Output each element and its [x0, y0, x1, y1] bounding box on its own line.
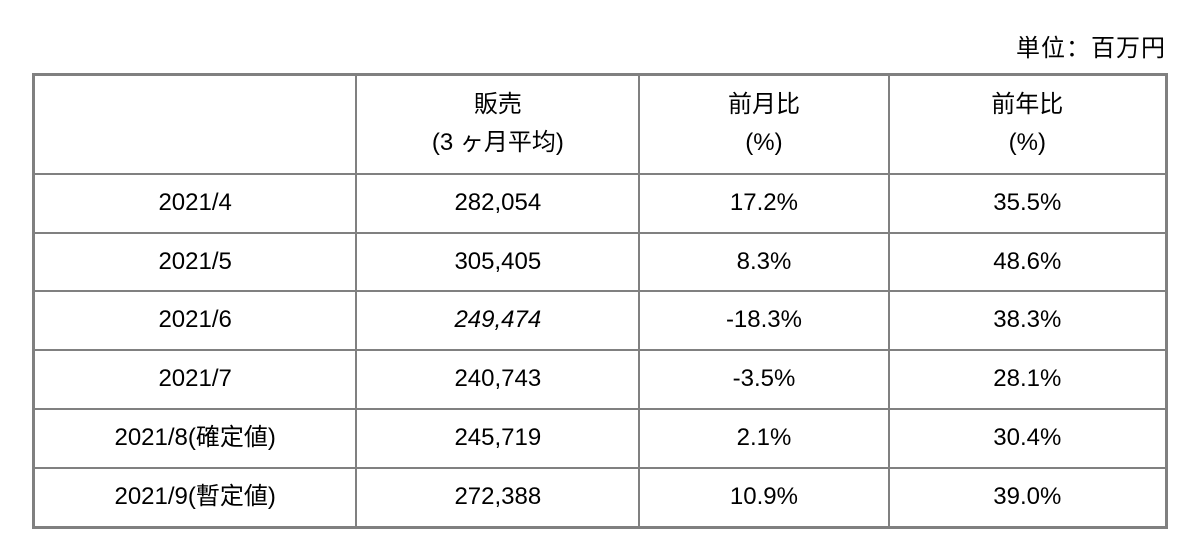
col-header-yoy: 前年比 (%) — [890, 76, 1165, 173]
table-body: 2021/4282,05417.2%35.5%2021/5305,4058.3%… — [35, 175, 1165, 526]
cell-yoy: 39.0% — [890, 469, 1165, 526]
cell-period: 2021/9(暫定値) — [35, 469, 355, 526]
cell-mom: 17.2% — [640, 175, 887, 232]
cell-sales: 272,388 — [357, 469, 638, 526]
cell-yoy: 35.5% — [890, 175, 1165, 232]
col-header-mom-line2: (%) — [745, 129, 782, 156]
col-header-period — [35, 76, 355, 173]
cell-yoy: 28.1% — [890, 351, 1165, 408]
unit-label: 単位：百万円 — [20, 20, 1180, 73]
table-row: 2021/9(暫定値)272,38810.9%39.0% — [35, 469, 1165, 526]
cell-sales: 282,054 — [357, 175, 638, 232]
col-header-sales-line2: (3 ヶ月平均) — [432, 129, 564, 156]
table-header-row: 販売 (3 ヶ月平均) 前月比 (%) 前年比 (%) — [35, 76, 1165, 173]
cell-mom: -3.5% — [640, 351, 887, 408]
col-header-yoy-line1: 前年比 — [991, 91, 1063, 118]
cell-mom: 2.1% — [640, 410, 887, 467]
col-header-sales-line1: 販売 — [474, 91, 522, 118]
cell-period: 2021/5 — [35, 234, 355, 291]
cell-period: 2021/7 — [35, 351, 355, 408]
cell-yoy: 30.4% — [890, 410, 1165, 467]
cell-sales: 240,743 — [357, 351, 638, 408]
table-row: 2021/4282,05417.2%35.5% — [35, 175, 1165, 232]
table-row: 2021/5305,4058.3%48.6% — [35, 234, 1165, 291]
col-header-sales: 販売 (3 ヶ月平均) — [357, 76, 638, 173]
table-row: 2021/7240,743-3.5%28.1% — [35, 351, 1165, 408]
col-header-yoy-line2: (%) — [1009, 129, 1046, 156]
sales-table-wrapper: 販売 (3 ヶ月平均) 前月比 (%) 前年比 (%) 2021/4282,05… — [32, 73, 1168, 529]
table-row: 2021/8(確定値)245,7192.1%30.4% — [35, 410, 1165, 467]
sales-table: 販売 (3 ヶ月平均) 前月比 (%) 前年比 (%) 2021/4282,05… — [33, 74, 1167, 528]
cell-period: 2021/8(確定値) — [35, 410, 355, 467]
cell-sales: 245,719 — [357, 410, 638, 467]
cell-mom: 10.9% — [640, 469, 887, 526]
cell-period: 2021/6 — [35, 292, 355, 349]
cell-period: 2021/4 — [35, 175, 355, 232]
cell-yoy: 38.3% — [890, 292, 1165, 349]
cell-mom: -18.3% — [640, 292, 887, 349]
cell-mom: 8.3% — [640, 234, 887, 291]
cell-sales: 305,405 — [357, 234, 638, 291]
cell-yoy: 48.6% — [890, 234, 1165, 291]
table-row: 2021/6249,474-18.3%38.3% — [35, 292, 1165, 349]
col-header-mom: 前月比 (%) — [640, 76, 887, 173]
cell-sales: 249,474 — [357, 292, 638, 349]
col-header-mom-line1: 前月比 — [728, 91, 800, 118]
